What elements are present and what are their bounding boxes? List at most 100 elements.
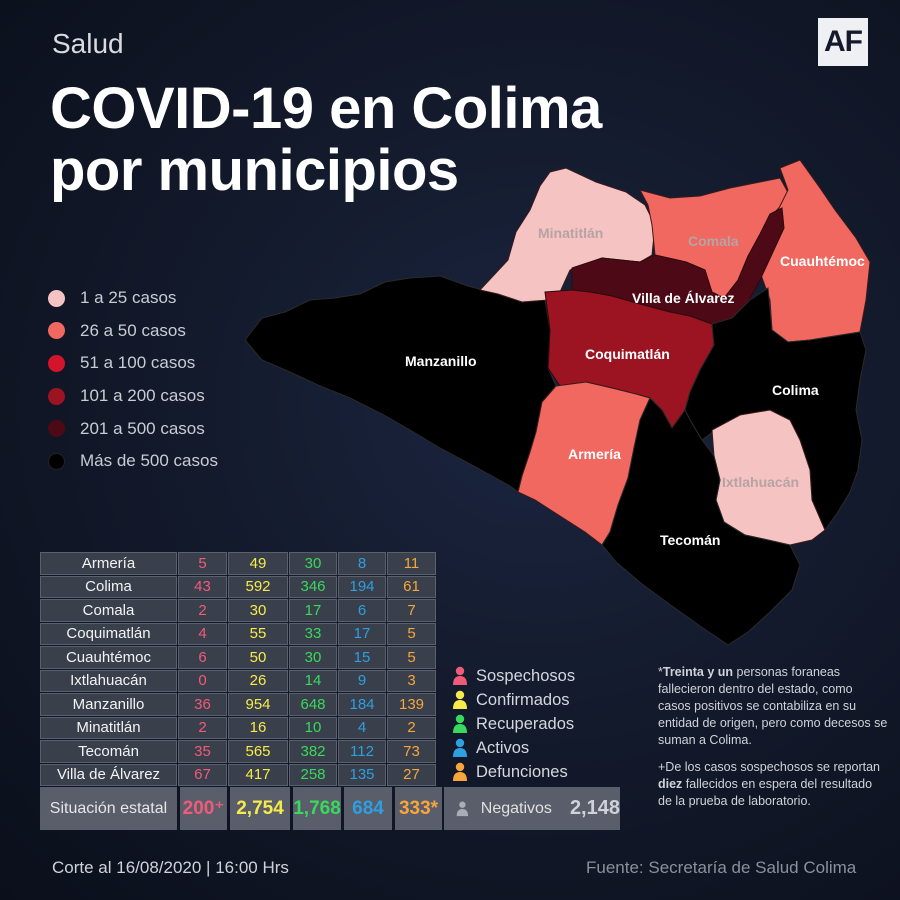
negatives-label: Negativos [480, 799, 552, 817]
cell-recuperados: 346 [289, 575, 337, 598]
person-icon [453, 690, 467, 709]
cell-sospechosos: 36 [178, 693, 227, 716]
cell-activos: 6 [338, 599, 386, 622]
map-label-tecoman: Tecomán [660, 532, 720, 548]
cell-defunciones: 11 [387, 552, 436, 575]
cell-confirmados: 26 [228, 669, 288, 692]
cell-municipality: Armería [40, 552, 177, 575]
cell-defunciones: 73 [387, 740, 436, 763]
cell-sospechosos: 35 [178, 740, 227, 763]
table-row: Colima 43 592 346 194 61 [40, 575, 437, 600]
page-title: COVID-19 en Colima por municipios [50, 78, 602, 202]
table-row: Ixtlahuacán 0 26 14 9 3 [40, 669, 437, 694]
map-label-colima: Colima [772, 382, 819, 398]
cell-sospechosos: 67 [178, 763, 227, 786]
cell-defunciones: 2 [387, 716, 436, 739]
summary-defunciones: 333* [395, 787, 442, 830]
cell-municipality: Comala [40, 599, 177, 622]
cell-confirmados: 954 [228, 693, 288, 716]
cell-defunciones: 61 [387, 575, 436, 598]
legend-item: 201 a 500 casos [48, 412, 218, 445]
footnote-1-bold: Treinta y un [662, 665, 734, 679]
footnote-2-text: fallecidos en espera del resultado de la… [658, 777, 873, 808]
legend-swatch [48, 452, 65, 470]
status-legend-label: Confirmados [476, 690, 570, 709]
cell-recuperados: 648 [289, 693, 337, 716]
cell-recuperados: 14 [289, 669, 337, 692]
legend-item: Más de 500 casos [48, 445, 218, 478]
cell-activos: 112 [338, 740, 386, 763]
footnotes: *Treinta y un personas foraneas fallecie… [658, 664, 888, 820]
legend-item: 101 a 200 casos [48, 380, 218, 413]
status-legend-item: Confirmados [452, 688, 575, 712]
cell-sospechosos: 2 [178, 599, 227, 622]
map-label-ixtlahuacan: Ixtlahuacán [722, 474, 799, 490]
cell-municipality: Manzanillo [40, 693, 177, 716]
legend-swatch [48, 322, 65, 340]
legend-item: 51 a 100 casos [48, 347, 218, 380]
cell-recuperados: 30 [289, 646, 337, 669]
legend-label: 26 a 50 casos [80, 320, 186, 340]
cell-confirmados: 16 [228, 716, 288, 739]
footnote-2: +De los casos sospechosos se reportan di… [658, 759, 888, 810]
legend-label: 101 a 200 casos [80, 386, 205, 406]
cell-defunciones: 139 [387, 693, 436, 716]
status-legend-item: Recuperados [452, 712, 575, 736]
legend-label: 51 a 100 casos [80, 353, 196, 373]
cell-defunciones: 7 [387, 599, 436, 622]
data-source: Fuente: Secretaría de Salud Colima [586, 858, 857, 877]
person-icon [456, 801, 469, 816]
cell-municipality: Tecomán [40, 740, 177, 763]
legend-swatch [48, 289, 65, 307]
table-row: Cuauhtémoc 6 50 30 15 5 [40, 646, 437, 670]
summary-sospechosos: 200⁺ [180, 787, 227, 830]
cell-confirmados: 565 [228, 740, 288, 763]
section-label: Salud [52, 28, 124, 59]
table-row: Armería 5 49 30 8 11 [40, 552, 437, 576]
status-legend-item: Activos [452, 736, 575, 760]
table-row: Minatitlán 2 16 10 4 2 [40, 716, 437, 741]
legend-label: Más de 500 casos [80, 451, 218, 471]
cell-sospechosos: 5 [178, 552, 227, 575]
legend-item: 1 a 25 casos [48, 282, 218, 315]
cell-sospechosos: 0 [178, 669, 227, 692]
cell-municipality: Villa de Álvarez [40, 763, 177, 786]
map-region-tecoman [601, 397, 801, 646]
cutoff-date: Corte al 16/08/2020 | 16:00 Hrs [52, 858, 289, 877]
table-row: Coquimatlán 4 55 33 17 5 [40, 622, 437, 647]
title-line-2: por municipios [50, 138, 459, 203]
negatives-value: 2,148 [569, 797, 620, 819]
cell-defunciones: 5 [387, 646, 436, 669]
cell-defunciones: 27 [387, 763, 436, 786]
table-row: Manzanillo 36 954 648 184 139 [40, 693, 437, 717]
person-icon [453, 714, 467, 733]
summary-activos: 684 [344, 787, 392, 830]
status-legend-item: Defunciones [452, 760, 575, 784]
table-row: Villa de Álvarez 67 417 258 135 27 [40, 763, 437, 788]
cell-municipality: Coquimatlán [40, 622, 177, 645]
status-legend-label: Defunciones [476, 762, 568, 781]
cell-activos: 15 [338, 646, 386, 669]
cell-recuperados: 30 [289, 552, 337, 575]
map-region-manzanillo [244, 275, 557, 493]
cell-confirmados: 417 [228, 763, 288, 786]
cell-sospechosos: 2 [178, 716, 227, 739]
cell-recuperados: 17 [289, 599, 337, 622]
footnote-2-bold: diez [658, 777, 683, 791]
legend-swatch [48, 387, 65, 405]
cell-activos: 8 [338, 552, 386, 575]
cell-recuperados: 382 [289, 740, 337, 763]
cell-confirmados: 30 [228, 599, 288, 622]
status-legend-label: Sospechosos [476, 666, 576, 685]
cell-confirmados: 50 [228, 646, 288, 669]
case-range-legend: 1 a 25 casos 26 a 50 casos 51 a 100 caso… [48, 282, 218, 478]
footnote-1-text: personas foraneas fallecieron dentro del… [658, 665, 888, 747]
cell-activos: 4 [338, 716, 386, 739]
map-label-armeria: Armería [568, 446, 621, 462]
cell-activos: 135 [338, 763, 386, 786]
map-label-villa-de-alvarez: Villa de Álvarez [632, 290, 734, 306]
cell-sospechosos: 43 [178, 575, 227, 598]
cell-activos: 9 [338, 669, 386, 692]
state-summary-row: Situación estatal 200⁺ 2,754 1,768 684 3… [40, 787, 445, 830]
